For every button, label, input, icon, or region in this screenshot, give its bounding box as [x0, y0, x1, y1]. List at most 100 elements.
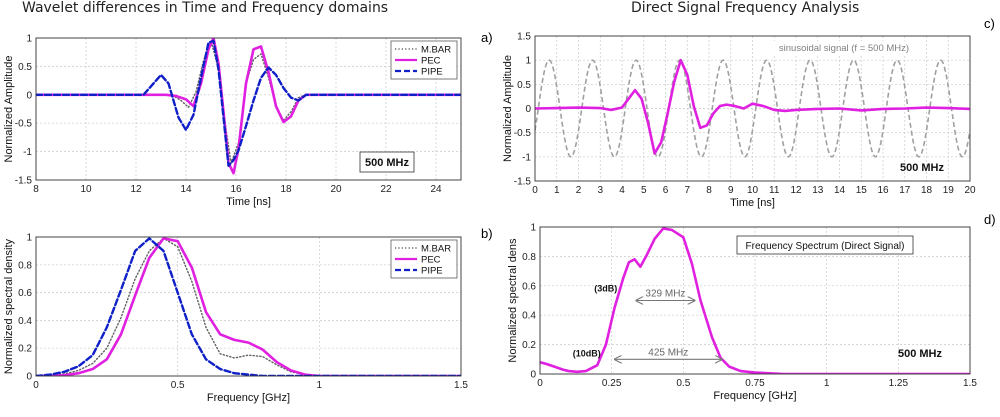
- x-tick-label: 0.5: [171, 380, 185, 391]
- x-tick-label: 14: [180, 184, 192, 195]
- x-tick-label: 20: [964, 185, 976, 196]
- band-level-label: (10dB): [573, 348, 601, 358]
- sinusoid-series: [535, 59, 970, 158]
- x-tick-label: 0: [33, 380, 39, 391]
- y-axis-label: Normalized spectral dens: [507, 238, 519, 363]
- annotation-frequency: 500 MHz: [900, 162, 945, 174]
- panel-letter-a: a): [481, 30, 493, 45]
- series-frequency-spectrum-direct-signal-: [540, 227, 970, 374]
- x-tick-label: 20: [330, 184, 342, 195]
- panel-letter-c: c): [984, 16, 995, 31]
- x-tick-label: 18: [280, 184, 292, 195]
- y-tick-label: 0: [525, 104, 531, 115]
- y-tick-label: 0.5: [18, 62, 32, 73]
- y-tick-label: 0.6: [522, 281, 536, 292]
- y-tick-label: 0.8: [18, 260, 32, 271]
- band-level-label: (3dB): [594, 284, 617, 294]
- y-tick-label: 0.2: [18, 344, 32, 355]
- y-tick-label: 0.2: [522, 340, 536, 351]
- chart-panel-a: 8 10 12 14 16 18 20 22 24 -1.5 -1 -0.5 0 0.5 1 Time [ns…: [3, 34, 462, 208]
- series-m-bar: [36, 40, 461, 164]
- x-tick-label: 2: [576, 185, 582, 196]
- y-axis-label: Normalized Amplitude: [3, 56, 15, 163]
- y-tick-label: 0.6: [18, 288, 32, 299]
- y-tick-label: 1: [525, 56, 531, 67]
- x-tick-label: 0.5: [676, 378, 690, 389]
- y-tick-label: 0.4: [522, 311, 536, 322]
- y-tick-label: 1: [530, 223, 536, 234]
- x-tick-label: 17: [899, 185, 911, 196]
- plot-content: [540, 227, 970, 374]
- y-axis-label: Normalized spectral density: [3, 238, 15, 374]
- x-tick-label: 5: [641, 185, 647, 196]
- annotation-frequency: 500 MHz: [898, 348, 943, 360]
- x-tick-label: 1.5: [454, 380, 468, 391]
- y-tick-label: -1.5: [514, 177, 532, 188]
- x-tick-label: 16: [877, 185, 889, 196]
- series-pipe: [36, 237, 461, 376]
- y-tick-label: -1: [522, 152, 531, 163]
- band-width-label: 329 MHz: [645, 289, 685, 300]
- x-tick-label: 12: [790, 185, 802, 196]
- legend-label: PEC: [421, 255, 441, 266]
- panel-letter-b: b): [481, 226, 493, 241]
- x-tick-label: 6: [663, 185, 669, 196]
- x-tick-label: 12: [130, 184, 142, 195]
- x-tick-label: 0.75: [745, 378, 765, 389]
- y-tick-label: 0: [26, 372, 32, 383]
- band-width-label: 425 MHz: [648, 347, 688, 358]
- annotation-box: [359, 151, 415, 173]
- series-pec: [36, 237, 461, 376]
- x-tick-label: 1.5: [963, 378, 977, 389]
- x-tick-label: 8: [33, 184, 39, 195]
- x-tick-label: 11: [769, 185, 780, 196]
- x-tick-label: 8: [706, 185, 712, 196]
- annotation-title: Frequency Spectrum (Direct Signal): [746, 241, 905, 252]
- x-tick-label: 13: [812, 185, 824, 196]
- legend-label: M.BAR: [421, 244, 451, 255]
- x-axis-label: Frequency [GHz]: [713, 390, 796, 402]
- plot-frame: [539, 226, 971, 375]
- x-tick-label: 4: [619, 185, 625, 196]
- x-tick-label: 24: [430, 184, 442, 195]
- y-tick-label: -0.5: [15, 119, 33, 130]
- annotation-frequency: 500 MHz: [365, 157, 410, 169]
- x-tick-label: 18: [921, 185, 933, 196]
- x-tick-label: 14: [834, 185, 846, 196]
- series-pec: [36, 38, 461, 175]
- plot-content: [36, 38, 461, 175]
- annotation-box: [736, 235, 914, 255]
- left-heading: Wavelet differences in Time and Frequenc…: [22, 0, 389, 16]
- chart-panel-b: 0 0.5 1 1.5 0 0.2 0.4 0.6 0.8 1 Frequency [GHz] Nor…: [3, 233, 468, 405]
- y-tick-label: 1: [26, 34, 32, 45]
- x-tick-label: 3: [597, 185, 603, 196]
- x-tick-label: 1.25: [889, 378, 909, 389]
- legend-label: PEC: [421, 56, 441, 67]
- legend-label: M.BAR: [421, 45, 451, 56]
- y-tick-label: 0: [26, 90, 32, 101]
- y-tick-label: 1.5: [517, 32, 531, 43]
- x-tick-label: 10: [80, 184, 92, 195]
- plot-content: [535, 58, 970, 158]
- y-tick-label: 0.8: [522, 252, 536, 263]
- legend-label: PIPE: [421, 266, 443, 277]
- x-tick-label: 19: [943, 185, 955, 196]
- legend-label: PIPE: [421, 67, 443, 78]
- x-tick-label: 0: [532, 185, 538, 196]
- annotation-bg: [770, 41, 918, 54]
- plot-frame: [534, 35, 971, 182]
- y-tick-label: -1.5: [15, 176, 33, 187]
- x-tick-label: 15: [856, 185, 868, 196]
- y-tick-label: 0.5: [517, 80, 531, 91]
- x-tick-label: 0.25: [602, 378, 622, 389]
- x-tick-label: 10: [747, 185, 759, 196]
- x-tick-label: 0: [537, 378, 543, 389]
- x-tick-label: 16: [230, 184, 242, 195]
- series-pipe: [36, 39, 461, 167]
- plot-frame: [35, 37, 462, 181]
- x-axis-label: Frequency [GHz]: [207, 392, 290, 404]
- plot-frame: [35, 236, 462, 377]
- series-m-bar: [36, 237, 461, 376]
